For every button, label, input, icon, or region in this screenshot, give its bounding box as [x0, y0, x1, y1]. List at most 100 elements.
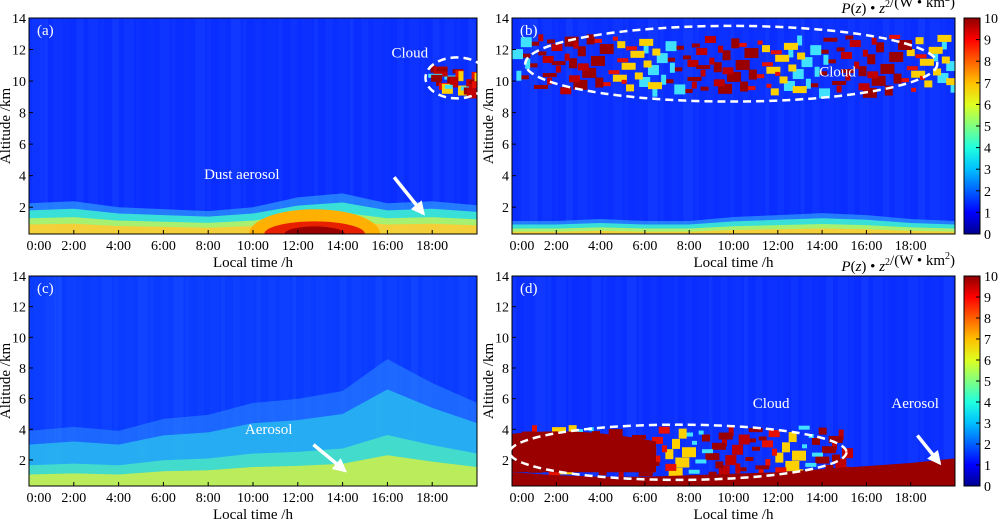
x-tick-label: 12:00 — [282, 239, 314, 254]
cloud-pixel — [713, 62, 722, 73]
cloud-pixel — [678, 88, 693, 93]
cloud-pixel — [586, 34, 595, 45]
profile-streak — [661, 276, 672, 486]
cloud-pixel — [748, 428, 763, 433]
cloud-pixel — [668, 467, 683, 478]
cloud-pixel — [814, 49, 829, 54]
profile-streak — [535, 276, 546, 486]
cloud-pixel — [941, 56, 950, 64]
profile-streak — [90, 276, 98, 486]
profile-streak — [325, 18, 333, 234]
cloud-pixel — [871, 75, 886, 86]
cloud-pixel — [762, 440, 774, 448]
cloud-pixel — [722, 436, 728, 447]
profile-streak — [280, 276, 291, 486]
cloud-pixel — [621, 79, 627, 84]
panel-label: (a) — [37, 23, 54, 39]
x-tick-label: 14:00 — [327, 239, 359, 254]
cloud-pixel — [738, 467, 747, 472]
cloud-pixel — [463, 87, 469, 95]
profile-streak — [76, 18, 84, 234]
x-tick-label: 0:00 — [510, 239, 535, 254]
cloud-pixel — [818, 427, 827, 435]
cloud-pixel — [792, 86, 807, 94]
profile-streak — [64, 18, 69, 234]
y-tick-label: 6 — [19, 393, 26, 408]
cloud-pixel — [897, 40, 912, 51]
x-axis-label: Local time /h — [213, 255, 293, 271]
profile-streak — [100, 18, 105, 234]
plot-area — [29, 276, 477, 486]
x-tick-label: 14:00 — [327, 491, 359, 506]
cloud-pixel — [858, 83, 870, 91]
x-tick-label: 10:00 — [237, 239, 269, 254]
cloud-pixel — [617, 41, 626, 49]
cloud-pixel — [772, 448, 778, 456]
x-tick-label: 16:00 — [850, 491, 882, 506]
profile-streak — [777, 18, 785, 234]
colorbar-tick-label: 1 — [984, 459, 991, 474]
profile-streak — [337, 18, 348, 234]
cloud-pixel — [512, 49, 523, 60]
profile-streak — [292, 276, 297, 486]
cloud-pixel — [768, 430, 780, 438]
cloud-pixel — [702, 434, 711, 442]
y-axis-label: Altitude /km — [481, 343, 497, 420]
cloud-pixel — [715, 461, 724, 469]
profile-streak — [385, 18, 390, 234]
cloud-pixel — [893, 73, 902, 84]
colorbar-tick-label: 5 — [984, 120, 991, 135]
profile-streak — [532, 276, 537, 486]
cloud-pixel — [595, 77, 604, 88]
x-tick-label: 8:00 — [196, 491, 221, 506]
profile-streak — [44, 18, 49, 234]
cloud-pixel — [700, 69, 706, 77]
profile-streak — [327, 276, 332, 486]
cloud-pixel — [525, 58, 531, 69]
profile-streak — [195, 18, 206, 234]
profile-streak — [673, 276, 678, 486]
annotation-text: Aerosol — [891, 396, 939, 412]
cloud-pixel — [849, 40, 861, 48]
profile-streak — [57, 276, 62, 486]
colorbar-label-part: z — [855, 1, 862, 17]
y-tick-label: 12 — [495, 44, 509, 59]
profile-streak — [197, 276, 205, 486]
cloud-pixel — [911, 70, 926, 78]
cloud-pixel — [577, 46, 586, 57]
profile-streak — [790, 276, 798, 486]
profile-streak — [171, 18, 176, 234]
cloud-pixel — [825, 464, 834, 472]
cloud-pixel — [805, 462, 817, 467]
profile-streak — [446, 276, 454, 486]
x-tick-label: 16:00 — [371, 239, 403, 254]
cloud-pixel — [687, 77, 702, 82]
x-tick-label: 14:00 — [806, 239, 838, 254]
profile-streak — [835, 18, 840, 234]
profile-streak — [732, 276, 743, 486]
cloud-pixel — [665, 463, 677, 471]
colorbar-label: P(z) • z2/(W • km2) — [840, 251, 955, 275]
cloud-pixel — [928, 46, 943, 54]
cloud-pixel — [836, 47, 845, 52]
cloud-pixel — [669, 62, 675, 73]
cloud-pixel — [569, 58, 578, 69]
annotation-arrow — [392, 176, 425, 216]
cloud-pixel — [652, 86, 658, 97]
x-tick-label: 2:00 — [61, 239, 86, 254]
cloud-pixel — [655, 455, 661, 463]
cloud-pixel — [675, 457, 690, 468]
plot-area — [512, 18, 955, 234]
profile-streak — [52, 18, 63, 234]
annotation-text: Cloud — [753, 396, 790, 412]
cloud-pixel — [919, 58, 934, 66]
cloud-pixel — [797, 52, 806, 60]
cloud-pixel — [897, 78, 909, 83]
profile-streak — [54, 276, 62, 486]
cloud-pixel — [823, 54, 829, 65]
cloud-pixel — [564, 53, 570, 61]
cloud-pixel — [520, 75, 529, 80]
y-tick-label: 10 — [495, 75, 509, 90]
cloud-pixel — [691, 43, 700, 48]
